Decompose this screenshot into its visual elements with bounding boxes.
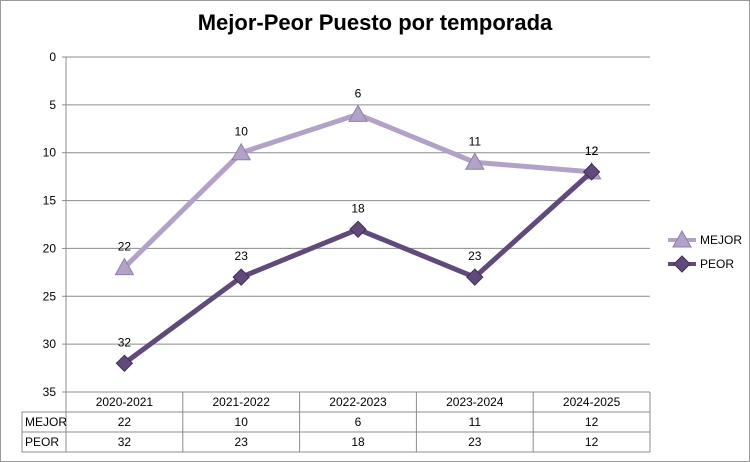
data-point-mejor bbox=[114, 257, 135, 276]
legend-label-peor: PEOR bbox=[700, 257, 734, 271]
y-tick-label: 30 bbox=[43, 337, 57, 351]
x-category-label: 2021-2022 bbox=[213, 395, 271, 409]
legend-marker-peor bbox=[673, 255, 691, 273]
table-cell: 32 bbox=[118, 435, 132, 449]
y-tick-label: 10 bbox=[43, 146, 57, 160]
y-tick-label: 25 bbox=[43, 289, 57, 303]
table-cell: 12 bbox=[585, 415, 599, 429]
legend-marker-mejor bbox=[672, 229, 692, 248]
data-label-peor: 12 bbox=[585, 144, 599, 158]
data-label-mejor: 12 bbox=[585, 144, 599, 158]
x-category-label: 2023-2024 bbox=[446, 395, 504, 409]
data-point-peor bbox=[115, 354, 134, 372]
data-point-mejor bbox=[464, 152, 485, 170]
table-cell: 18 bbox=[351, 435, 365, 449]
data-label-mejor: 6 bbox=[355, 86, 362, 100]
data-point-peor bbox=[466, 268, 484, 286]
y-tick-label: 15 bbox=[43, 194, 57, 208]
data-label-mejor: 11 bbox=[469, 134, 482, 148]
table-cell: 12 bbox=[585, 435, 599, 449]
data-table: 2020-2021 2021-2022 2022-2023 2023-2024 2024… bbox=[21, 391, 651, 453]
x-category-label: 2022-2023 bbox=[329, 395, 387, 409]
x-category-label: 2024-2025 bbox=[563, 395, 621, 409]
data-label-peor: 23 bbox=[468, 249, 482, 263]
data-point-peor bbox=[582, 163, 601, 181]
y-tick-label: 20 bbox=[43, 241, 57, 255]
table-cell: 10 bbox=[235, 415, 249, 429]
data-label-peor: 23 bbox=[235, 249, 249, 263]
data-label-peor: 18 bbox=[351, 201, 365, 215]
table-cell: 23 bbox=[235, 435, 249, 449]
y-tick-label: 35 bbox=[43, 385, 57, 399]
legend-label-mejor: MEJOR bbox=[700, 233, 742, 247]
data-point-peor bbox=[349, 220, 367, 238]
table-cell: 11 bbox=[469, 415, 482, 429]
data-label-peor: 32 bbox=[118, 335, 132, 349]
data-point-mejor bbox=[231, 142, 252, 161]
y-tick-label: 0 bbox=[49, 50, 56, 64]
table-series-name: MEJOR bbox=[25, 415, 67, 429]
chart-title: Mejor-Peor Puesto por temporada bbox=[197, 10, 553, 35]
grid-layer bbox=[66, 56, 650, 393]
data-point-mejor bbox=[348, 104, 368, 122]
data-point-peor bbox=[232, 268, 250, 286]
data-label-mejor: 10 bbox=[235, 125, 249, 139]
table-cell: 23 bbox=[468, 435, 482, 449]
table-cell: 22 bbox=[118, 415, 132, 429]
table-cell: 6 bbox=[355, 415, 362, 429]
series-layer bbox=[114, 104, 602, 372]
x-category-label: 2020-2021 bbox=[96, 395, 154, 409]
axis-layer: 0 5 10 15 20 25 30 35 bbox=[43, 50, 67, 399]
table-series-name: PEOR bbox=[25, 435, 59, 449]
y-tick-label: 5 bbox=[49, 98, 56, 112]
series-line-mejor bbox=[122, 111, 592, 270]
data-label-mejor: 22 bbox=[118, 240, 132, 254]
legend: MEJOR PEOR bbox=[668, 229, 742, 273]
